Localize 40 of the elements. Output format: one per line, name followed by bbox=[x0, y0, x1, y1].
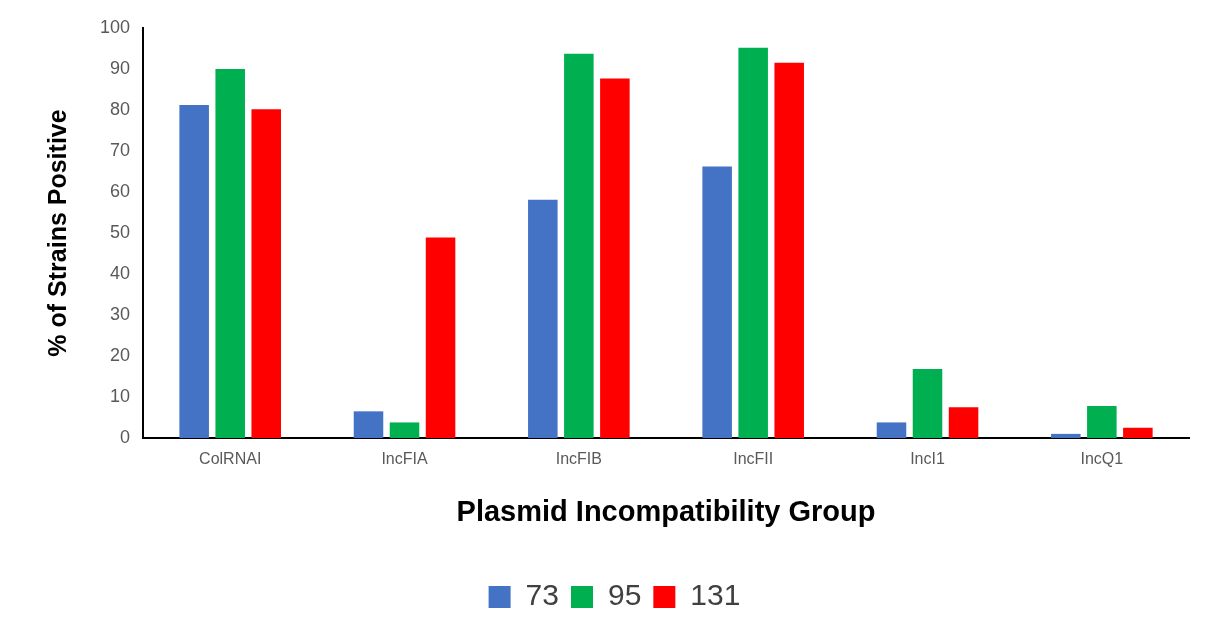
y-tick-label: 60 bbox=[110, 180, 131, 201]
y-tick-label: 30 bbox=[110, 303, 131, 324]
bar bbox=[353, 411, 384, 438]
bar bbox=[251, 109, 281, 438]
bar bbox=[702, 166, 732, 438]
bar bbox=[1051, 433, 1081, 438]
x-tick-label: IncQ1 bbox=[1080, 450, 1124, 468]
y-tick-label: 90 bbox=[110, 57, 131, 78]
x-tick-label: IncI1 bbox=[910, 450, 945, 468]
y-tick-label: 80 bbox=[110, 98, 131, 119]
bar bbox=[1123, 427, 1153, 438]
bar bbox=[425, 237, 456, 438]
y-tick-label: 70 bbox=[110, 139, 131, 160]
bar bbox=[876, 422, 907, 438]
y-tick-label: 50 bbox=[110, 221, 131, 242]
y-tick-label: 0 bbox=[120, 426, 131, 447]
y-axis-title: % of Strains Positive bbox=[42, 109, 71, 357]
bar bbox=[600, 78, 630, 438]
bar bbox=[389, 422, 420, 438]
legend-label: 95 bbox=[607, 578, 642, 612]
x-tick-label: ColRNAI bbox=[199, 450, 262, 468]
bar bbox=[1087, 406, 1117, 438]
bar bbox=[738, 47, 768, 438]
x-tick-label: IncFII bbox=[733, 450, 774, 468]
bar bbox=[948, 407, 979, 438]
bar bbox=[774, 62, 804, 438]
legend-label: 131 bbox=[690, 578, 741, 612]
bar bbox=[179, 105, 209, 438]
x-tick-label: IncFIB bbox=[555, 450, 602, 468]
x-axis-title: Plasmid Incompatibility Group bbox=[456, 494, 876, 527]
y-tick-label: 20 bbox=[110, 344, 131, 365]
bar bbox=[912, 369, 943, 438]
y-tick-label: 40 bbox=[110, 262, 131, 283]
bar bbox=[564, 53, 594, 438]
x-tick-label: IncFIA bbox=[381, 450, 428, 468]
y-tick-label: 10 bbox=[110, 385, 131, 406]
legend-label: 73 bbox=[525, 578, 559, 612]
y-tick-label: 100 bbox=[99, 16, 131, 37]
bar bbox=[528, 199, 558, 438]
bar bbox=[215, 69, 245, 438]
